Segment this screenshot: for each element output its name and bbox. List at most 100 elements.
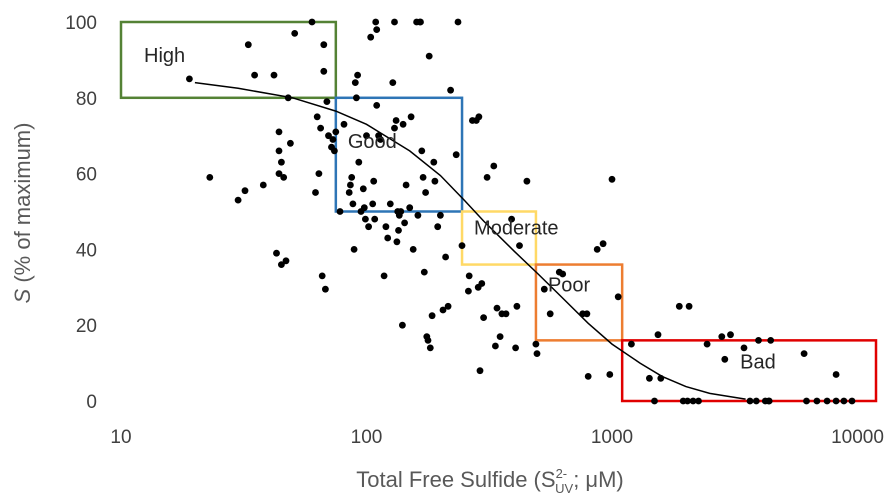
data-point: [420, 268, 428, 276]
data-point: [492, 342, 499, 350]
data-point: [317, 124, 324, 132]
data-point: [407, 113, 415, 121]
data-point: [359, 185, 367, 193]
zone-label-high: High: [144, 45, 185, 67]
zone-box-good: [334, 96, 464, 213]
x-tick-label: 10000: [831, 427, 884, 448]
data-point: [278, 158, 285, 166]
data-point: [313, 113, 321, 121]
data-point: [478, 280, 486, 287]
data-point: [424, 337, 432, 344]
data-point: [349, 200, 357, 208]
y-tick-label: 20: [76, 316, 97, 337]
data-point: [606, 371, 614, 378]
zone-label-poor: Poor: [548, 275, 591, 297]
data-point: [675, 302, 683, 310]
data-point: [392, 117, 400, 124]
data-point: [323, 98, 331, 105]
data-point: [280, 174, 288, 181]
data-point: [746, 397, 754, 405]
data-point: [832, 397, 840, 405]
data-point: [593, 246, 601, 253]
data-point: [583, 310, 591, 318]
data-point: [439, 306, 447, 314]
data-point: [399, 321, 406, 329]
data-point: [380, 272, 388, 280]
data-point: [718, 333, 726, 340]
data-point: [244, 41, 252, 49]
zone-box-poor: [534, 263, 624, 342]
data-point: [657, 374, 665, 382]
data-point: [418, 147, 426, 155]
data-point: [350, 246, 358, 253]
data-point: [360, 204, 368, 212]
data-point: [275, 147, 283, 155]
zone-label-good: Good: [348, 131, 397, 153]
data-point: [721, 355, 729, 363]
data-point: [331, 147, 338, 155]
data-point: [447, 86, 454, 94]
data-point: [417, 18, 424, 26]
data-point: [406, 204, 414, 212]
data-point: [275, 170, 283, 178]
data-point: [401, 219, 408, 227]
data-point: [431, 177, 439, 185]
data-point: [399, 120, 407, 128]
data-point: [371, 215, 379, 223]
data-point: [365, 223, 372, 231]
data-point: [278, 261, 285, 268]
y-tick-label: 60: [76, 165, 97, 186]
status-zones: [119, 20, 878, 403]
data-point: [273, 249, 280, 257]
data-point: [370, 177, 378, 185]
data-point: [426, 344, 434, 352]
x-tick-labels: 10 100 1000 10000: [110, 427, 883, 448]
data-point: [422, 189, 429, 196]
data-point: [502, 310, 510, 318]
data-point: [559, 270, 567, 278]
data-point: [391, 124, 398, 132]
data-point: [308, 18, 316, 26]
data-point: [284, 94, 292, 102]
data-point: [646, 374, 653, 382]
data-point: [684, 397, 691, 405]
data-point: [608, 175, 616, 183]
data-point: [362, 215, 369, 223]
data-point: [386, 200, 394, 208]
data-point: [282, 257, 290, 265]
y-tick-label: 0: [86, 392, 97, 413]
data-point: [465, 287, 472, 295]
data-point: [584, 373, 592, 380]
data-point: [425, 52, 433, 60]
data-point: [428, 312, 436, 320]
data-point: [186, 75, 193, 83]
data-point: [651, 397, 658, 405]
data-point: [419, 174, 427, 181]
data-point: [377, 136, 384, 143]
data-point: [318, 272, 326, 280]
data-point: [347, 181, 354, 189]
y-axis-title: S (% of maximum): [10, 123, 35, 304]
data-point: [287, 139, 294, 147]
data-point: [628, 340, 635, 348]
data-point: [391, 18, 398, 26]
data-point: [397, 208, 405, 215]
data-point: [452, 151, 460, 159]
data-point: [493, 304, 501, 312]
data-point: [727, 331, 734, 339]
data-point: [475, 113, 483, 121]
data-point: [373, 102, 381, 109]
x-tick-label: 10: [110, 427, 131, 448]
data-point: [373, 26, 381, 33]
data-point: [516, 242, 523, 250]
data-point: [767, 337, 775, 344]
data-point: [393, 238, 401, 246]
data-point: [382, 223, 390, 231]
data-point: [414, 211, 422, 219]
data-point: [395, 227, 402, 234]
data-point: [241, 187, 249, 195]
data-point: [546, 310, 554, 318]
y-tick-label: 40: [76, 240, 97, 261]
data-point: [275, 128, 283, 136]
